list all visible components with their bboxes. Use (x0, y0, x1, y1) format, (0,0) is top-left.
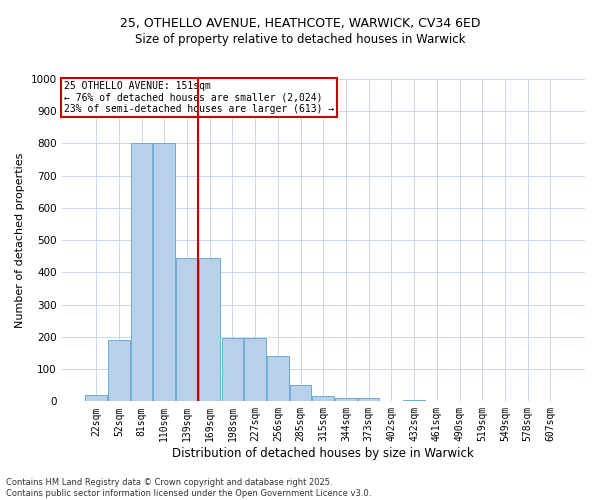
Text: Size of property relative to detached houses in Warwick: Size of property relative to detached ho… (135, 32, 465, 46)
Bar (313, 396, 334, 402)
Bar (154, 144, 175, 402)
Bar (290, 385, 311, 402)
Bar (221, 338, 243, 402)
X-axis label: Distribution of detached houses by size in Warwick: Distribution of detached houses by size … (172, 447, 474, 460)
Bar (176, 258, 198, 402)
Bar (199, 258, 220, 402)
Bar (85, 395, 107, 402)
Bar (335, 398, 357, 402)
Bar (403, 400, 425, 402)
Bar (267, 356, 289, 402)
Text: 25, OTHELLO AVENUE, HEATHCOTE, WARWICK, CV34 6ED: 25, OTHELLO AVENUE, HEATHCOTE, WARWICK, … (120, 18, 480, 30)
Text: Contains HM Land Registry data © Crown copyright and database right 2025.
Contai: Contains HM Land Registry data © Crown c… (6, 478, 371, 498)
Y-axis label: Number of detached properties: Number of detached properties (15, 152, 25, 328)
Bar (108, 340, 130, 402)
Bar (244, 338, 266, 402)
Bar (358, 398, 379, 402)
Text: 25 OTHELLO AVENUE: 151sqm
← 76% of detached houses are smaller (2,024)
23% of se: 25 OTHELLO AVENUE: 151sqm ← 76% of detac… (64, 80, 334, 114)
Bar (131, 144, 152, 402)
